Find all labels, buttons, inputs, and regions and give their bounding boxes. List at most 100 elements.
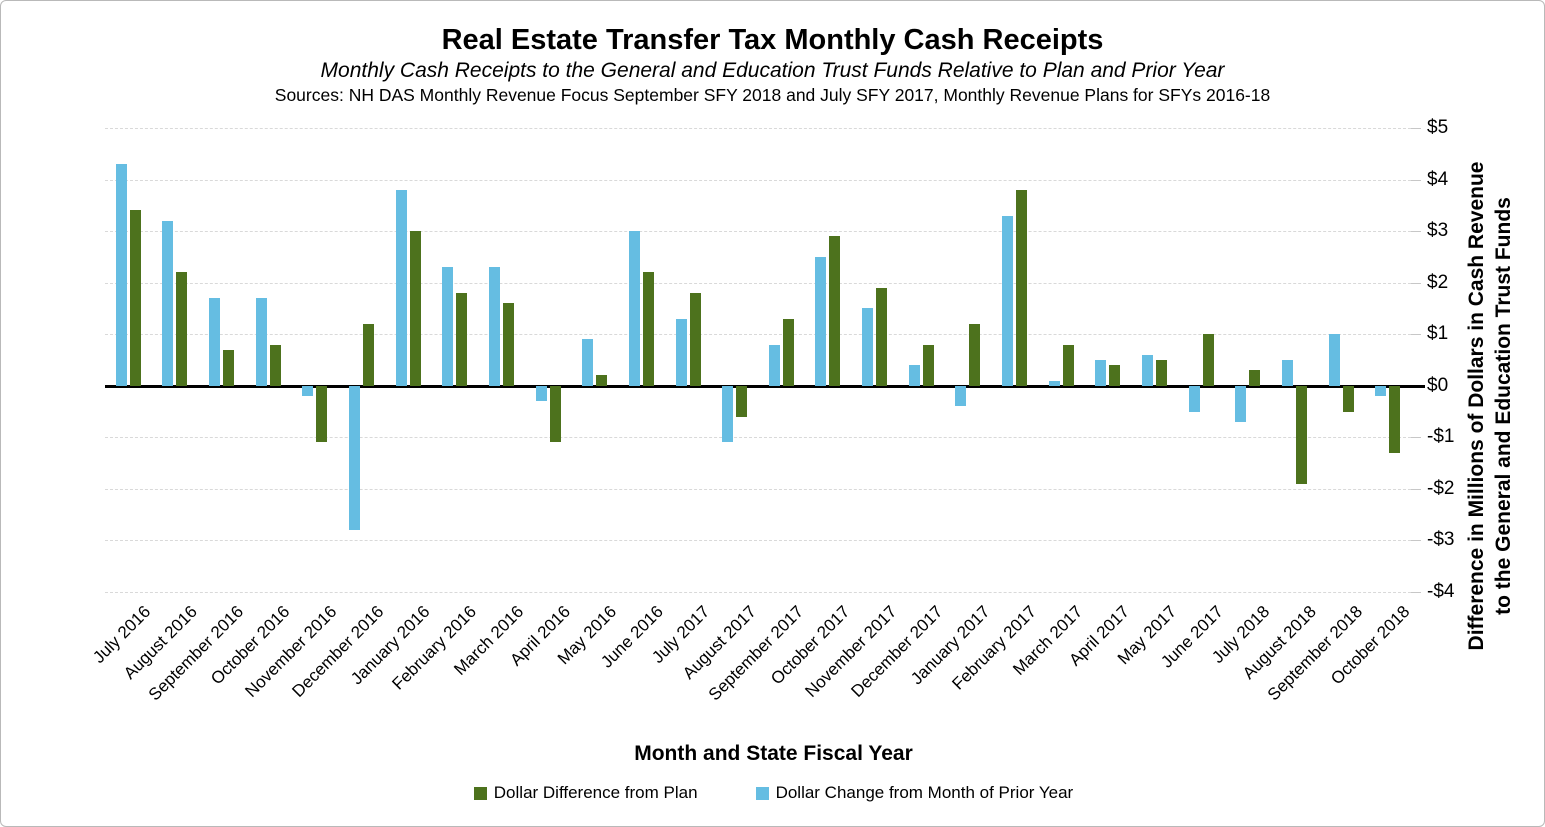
bar-prior-year-change <box>209 298 221 386</box>
chart-subtitle: Monthly Cash Receipts to the General and… <box>320 59 1225 82</box>
y-axis-tick <box>1411 540 1421 542</box>
bar-prior-year-change <box>815 256 827 386</box>
bar-prior-year-change <box>1095 360 1107 386</box>
gridline <box>105 488 1411 490</box>
bar-plan-difference <box>316 385 328 443</box>
y-axis-tick-label: $0 <box>1427 374 1449 396</box>
bar-prior-year-change <box>488 267 500 386</box>
y-axis-title: Difference in Millions of Dollars in Cas… <box>1463 96 1535 716</box>
bar-plan-difference <box>456 292 468 386</box>
y-axis-title-line1: Difference in Millions of Dollars in Cas… <box>1465 161 1488 651</box>
legend-item: Dollar Change from Month of Prior Year <box>755 783 1074 803</box>
y-axis-tick-label: $5 <box>1427 117 1449 138</box>
bar-prior-year-change <box>722 385 734 443</box>
bar-prior-year-change <box>1281 360 1293 386</box>
bar-prior-year-change <box>1235 385 1247 422</box>
bar-plan-difference <box>876 287 888 386</box>
y-axis-tick-label: $4 <box>1427 168 1449 190</box>
bar-prior-year-change <box>1375 385 1387 397</box>
bar-plan-difference <box>223 349 235 386</box>
bar-prior-year-change <box>115 164 127 386</box>
bar-prior-year-change <box>395 189 407 386</box>
bar-plan-difference <box>363 323 375 386</box>
bar-plan-difference <box>1295 385 1307 484</box>
bar-plan-difference <box>129 210 141 386</box>
legend: Dollar Difference from Plan Dollar Change… <box>1 783 1544 803</box>
bar-plan-difference <box>1389 385 1401 453</box>
bar-prior-year-change <box>255 298 267 386</box>
y-axis-tick-label: $2 <box>1427 271 1449 293</box>
legend-label: Dollar Difference from Plan <box>493 783 698 802</box>
bar-plan-difference <box>1016 189 1028 386</box>
bar-prior-year-change <box>162 220 174 386</box>
bar-plan-difference <box>1249 370 1261 386</box>
bar-plan-difference <box>596 375 608 386</box>
bar-plan-difference <box>269 344 281 386</box>
y-axis-tick-label: -$4 <box>1427 581 1455 602</box>
y-axis-tick <box>1411 334 1421 336</box>
y-axis-tick-label: $3 <box>1427 220 1449 242</box>
y-axis-tick-label: $1 <box>1427 323 1449 345</box>
gridline <box>105 179 1411 181</box>
bar-prior-year-change <box>955 385 967 407</box>
gridline <box>105 334 1411 336</box>
bar-prior-year-change <box>628 231 640 386</box>
bar-prior-year-change <box>768 344 780 386</box>
y-axis-tick <box>1411 592 1421 593</box>
gridline <box>105 592 1411 593</box>
gridline <box>105 282 1411 284</box>
bar-plan-difference <box>1062 344 1074 386</box>
bar-plan-difference <box>689 292 701 386</box>
bar-plan-difference <box>922 344 934 386</box>
bar-plan-difference <box>1342 385 1354 412</box>
y-axis-tick-label: -$2 <box>1427 477 1455 499</box>
bar-plan-difference <box>502 303 514 386</box>
bar-plan-difference <box>409 231 421 386</box>
bar-prior-year-change <box>1141 354 1153 386</box>
bar-prior-year-change <box>349 385 361 531</box>
y-axis-labels: $5 $4 $3 $2 $1 $0 -$1 -$2 -$3 -$4 <box>1427 117 1487 602</box>
bar-plan-difference <box>176 272 188 386</box>
y-axis-tick <box>1411 179 1421 181</box>
bar-plan-difference <box>736 385 748 417</box>
x-axis-title: Month and State Fiscal Year <box>634 742 913 765</box>
y-axis-tick <box>1411 231 1421 233</box>
bar-plan-difference <box>969 323 981 386</box>
bar-plan-difference <box>829 236 841 386</box>
y-axis-tick-label: -$1 <box>1427 426 1455 448</box>
zero-axis-line <box>105 384 1411 388</box>
y-axis-tick <box>1411 384 1425 388</box>
legend-swatch-icon <box>755 786 769 800</box>
x-axis-labels: July 2016 August 2016 September 2016 Octobe… <box>89 598 1413 743</box>
y-axis-ticks <box>1411 128 1431 593</box>
header: Real Estate Transfer Tax Monthly Cash Re… <box>1 23 1544 107</box>
bar-prior-year-change <box>908 365 920 386</box>
bar-plan-difference <box>782 318 794 386</box>
bar-prior-year-change <box>535 385 547 402</box>
bar-prior-year-change <box>1048 380 1060 386</box>
y-axis-tick <box>1411 128 1421 129</box>
bar-prior-year-change <box>442 267 454 386</box>
gridline <box>105 540 1411 542</box>
plot-area <box>105 128 1411 593</box>
bar-plan-difference <box>1155 360 1167 386</box>
bar-prior-year-change <box>675 318 687 386</box>
y-axis-title-line2: to the General and Education Trust Funds <box>1492 197 1515 615</box>
bar-plan-difference <box>549 385 561 443</box>
bar-prior-year-change <box>862 308 874 386</box>
y-axis-tick-label: -$3 <box>1427 529 1455 551</box>
y-axis-tick <box>1411 488 1421 490</box>
bar-plan-difference <box>642 272 654 386</box>
bar-prior-year-change <box>1188 385 1200 412</box>
bar-prior-year-change <box>582 339 594 386</box>
chart-title: Real Estate Transfer Tax Monthly Cash Re… <box>441 24 1104 56</box>
gridline <box>105 128 1411 129</box>
bar-prior-year-change <box>1002 215 1014 386</box>
legend-label: Dollar Change from Month of Prior Year <box>775 783 1074 802</box>
chart-sources: Sources: NH DAS Monthly Revenue Focus Se… <box>274 85 1271 105</box>
y-axis-tick <box>1411 282 1421 284</box>
legend-swatch-icon <box>473 786 487 800</box>
bar-plan-difference <box>1202 334 1214 386</box>
bar-prior-year-change <box>1328 334 1340 386</box>
